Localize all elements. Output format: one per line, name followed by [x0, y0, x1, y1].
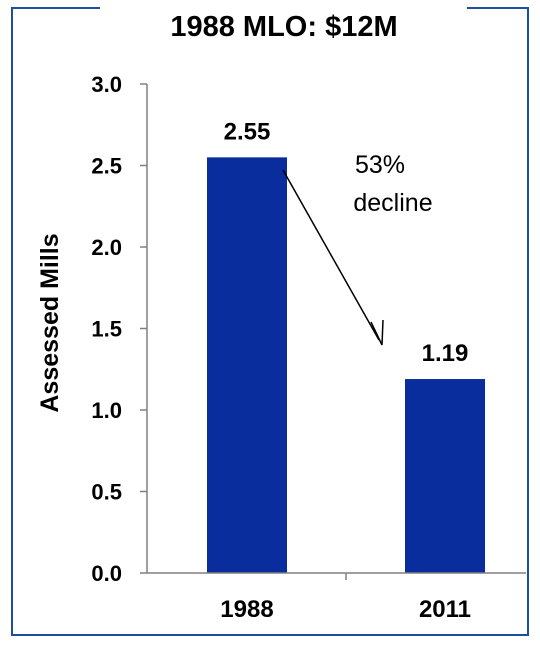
- y-tick-label: 2.5: [91, 154, 122, 179]
- decline-arrow: [282, 169, 380, 341]
- annotation-percent: 53%: [355, 151, 405, 179]
- y-axis-label: Assessed Mills: [36, 233, 64, 412]
- chart-title: 1988 MLO: $12M: [170, 11, 397, 43]
- y-tick-label: 1.5: [91, 317, 122, 342]
- y-tick-label: 3.0: [91, 72, 122, 97]
- decline-annotation: 53% decline: [282, 151, 433, 346]
- data-label-2011: 1.19: [422, 340, 469, 367]
- arrow-head: [370, 319, 384, 346]
- y-tick-label: 1.0: [91, 398, 122, 423]
- bar-2011: [405, 379, 485, 573]
- chart-frame: [11, 7, 529, 636]
- x-tick-label-2011: 2011: [419, 596, 471, 623]
- bar-1988: [207, 157, 287, 573]
- y-tick-label: 2.0: [91, 235, 122, 260]
- y-tick-label: 0.5: [91, 480, 122, 505]
- y-tick-label: 0.0: [91, 561, 122, 586]
- data-label-1988: 2.55: [224, 118, 271, 145]
- annotation-word: decline: [353, 189, 432, 217]
- x-tick-label-1988: 1988: [220, 596, 273, 623]
